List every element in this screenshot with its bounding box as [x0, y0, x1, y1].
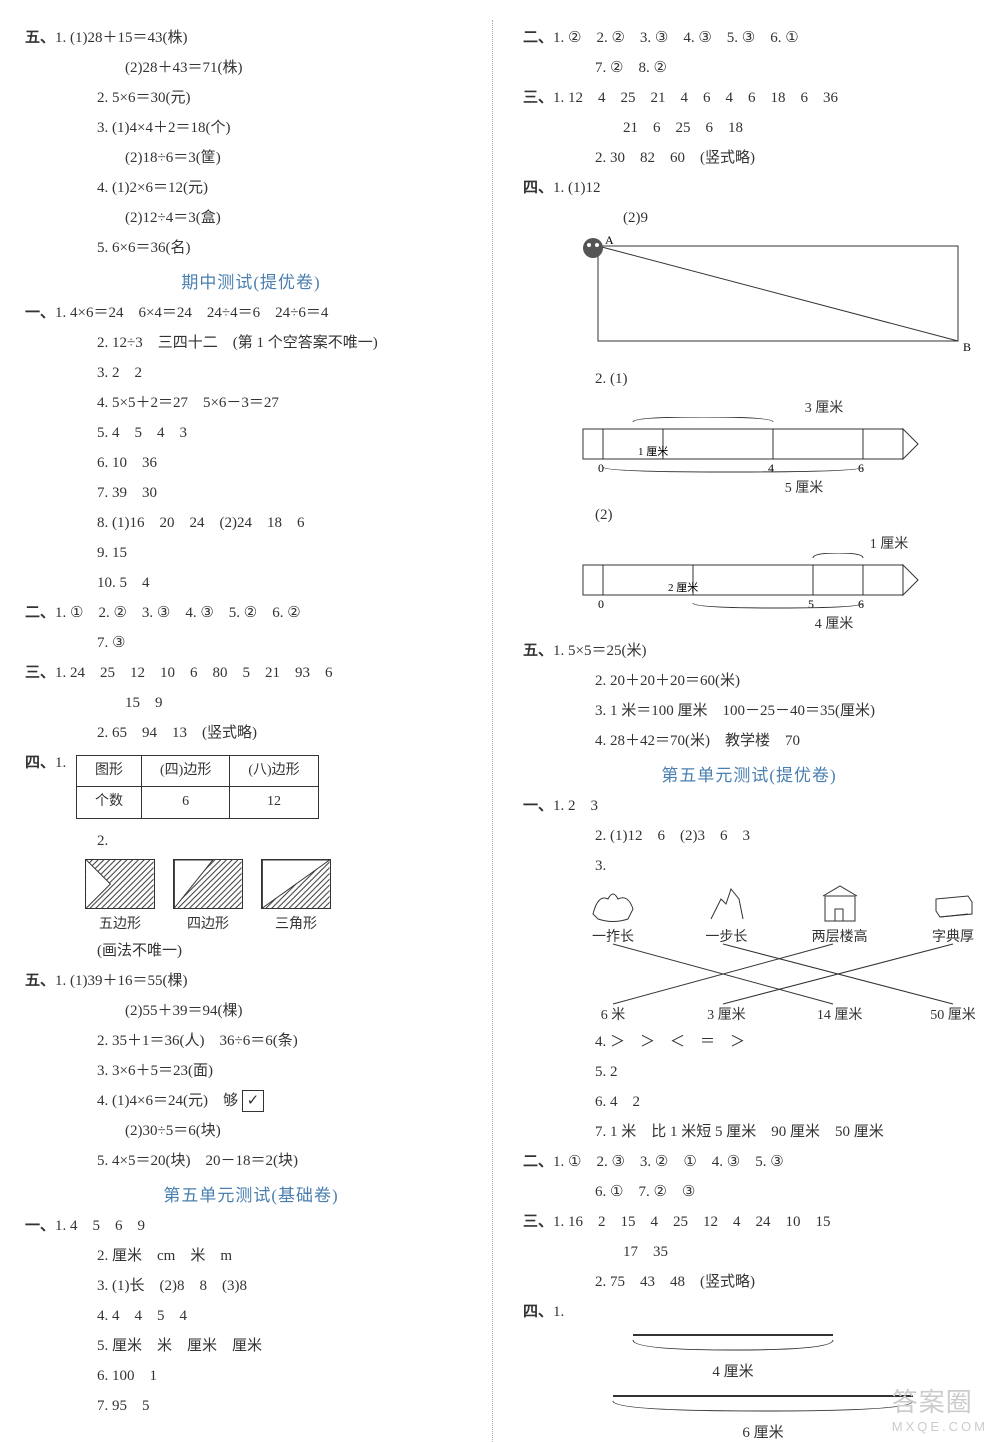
ruler-2: 1 厘米 0 2 厘米 5 6 4 厘米: [573, 533, 975, 633]
item: (2)18÷6＝3(筐): [25, 146, 477, 170]
item: 3.: [523, 854, 975, 878]
item: 7. ③: [25, 631, 477, 655]
item: 五、1. (1)28＋15＝43(株): [25, 26, 477, 50]
section-title: 第五单元测试(基础卷): [25, 1181, 477, 1206]
svg-text:1 厘米: 1 厘米: [638, 445, 668, 458]
section-title: 第五单元测试(提优卷): [523, 761, 975, 786]
item: 三、1. 24 25 12 10 6 80 5 21 93 6: [25, 661, 477, 685]
item: 3. 3×6＋5＝23(面): [25, 1059, 477, 1083]
ruler-1: 3 厘米 0 1 厘米 4 6 5 厘米: [573, 397, 975, 497]
item: 10. 5 4: [25, 571, 477, 595]
item: 2. 30 82 60 (竖式略): [523, 146, 975, 170]
item: 三、1. 12 4 25 21 4 6 4 6 18 6 36: [523, 86, 975, 110]
item: 7. ② 8. ②: [523, 56, 975, 80]
item: 9. 15: [25, 541, 477, 565]
section-title: 期中测试(提优卷): [25, 268, 477, 293]
item: 5. 4 5 4 3: [25, 421, 477, 445]
item: 6. ① 7. ② ③: [523, 1180, 975, 1204]
item: 7. 1 米 比 1 米短 5 厘米 90 厘米 50 厘米: [523, 1120, 975, 1144]
item: 四、1. 图形(四)边形(八)边形 个数612: [25, 751, 477, 823]
item: 2. 5×6＝30(元): [25, 86, 477, 110]
item: 3. (1)长 (2)8 8 (3)8: [25, 1274, 477, 1298]
brace-6cm: 6 厘米: [583, 1391, 943, 1442]
item: 二、1. ② 2. ② 3. ③ 4. ③ 5. ③ 6. ①: [523, 26, 975, 50]
item: 3. 2 2: [25, 361, 477, 385]
left-column: 五、1. (1)28＋15＝43(株) (2)28＋43＝71(株) 2. 5×…: [25, 20, 493, 1442]
item: 5. 厘米 米 厘米 厘米: [25, 1334, 477, 1358]
item: 四、1.: [523, 1300, 975, 1324]
item: 5. 4×5＝20(块) 20－18＝2(块): [25, 1149, 477, 1173]
match-lines: [573, 884, 993, 1024]
item: 2. (1)12 6 (2)3 6 3: [523, 824, 975, 848]
item: 2. (1): [523, 367, 975, 391]
item: 7. 95 5: [25, 1394, 477, 1418]
pentagon-icon: [85, 859, 155, 909]
item: (2)12÷4＝3(盒): [25, 206, 477, 230]
svg-text:A: A: [605, 236, 614, 247]
item: 4. 4 4 5 4: [25, 1304, 477, 1328]
svg-text:0: 0: [598, 597, 604, 611]
svg-text:6: 6: [858, 597, 864, 611]
item: (2)28＋43＝71(株): [25, 56, 477, 80]
triangle-icon: [261, 859, 331, 909]
item: 四、1. (1)12: [523, 176, 975, 200]
item: 三、1. 16 2 15 4 25 12 4 24 10 15: [523, 1210, 975, 1234]
item: 2. 12÷3 三四十二 (第 1 个空答案不唯一): [25, 331, 477, 355]
item: 2. 75 43 48 (竖式略): [523, 1270, 975, 1294]
item: 5. 2: [523, 1060, 975, 1084]
item: 4. ＞ ＞ ＜ ＝ ＞: [523, 1030, 975, 1054]
item: 2. 35＋1＝36(人) 36÷6＝6(条): [25, 1029, 477, 1053]
note: (画法不唯一): [25, 939, 477, 963]
brace-4cm: 4 厘米: [583, 1330, 883, 1381]
item: 2. 厘米 cm 米 m: [25, 1244, 477, 1268]
item: 五、1. 5×5＝25(米): [523, 639, 975, 663]
svg-text:2 厘米: 2 厘米: [668, 581, 698, 594]
svg-text:B: B: [963, 340, 971, 354]
shape-table: 图形(四)边形(八)边形 个数612: [76, 755, 319, 819]
svg-text:5: 5: [808, 597, 814, 611]
item: 21 6 25 6 18: [523, 116, 975, 140]
item: (2)30÷5＝6(块): [25, 1119, 477, 1143]
item: 4. (1)4×6＝24(元) 够✓: [25, 1089, 477, 1113]
item: 2. 20＋20＋20＝60(米): [523, 669, 975, 693]
item: 2. 65 94 13 (竖式略): [25, 721, 477, 745]
item: 二、1. ① 2. ② 3. ③ 4. ③ 5. ② 6. ②: [25, 601, 477, 625]
item: 4. 28＋42＝70(米) 教学楼 70: [523, 729, 975, 753]
item: 4. (1)2×6＝12(元): [25, 176, 477, 200]
item: 15 9: [25, 691, 477, 715]
svg-text:0: 0: [598, 461, 604, 475]
item: 一、1. 4×6＝24 6×4＝24 24÷4＝6 24÷6＝4: [25, 301, 477, 325]
item: (2): [523, 503, 975, 527]
item: 一、1. 4 5 6 9: [25, 1214, 477, 1238]
item: 5. 6×6＝36(名): [25, 236, 477, 260]
item: 8. (1)16 20 24 (2)24 18 6: [25, 511, 477, 535]
item: (2)9: [523, 206, 975, 230]
item: 3. 1 米＝100 厘米 100－25－40＝35(厘米): [523, 699, 975, 723]
item: 3. (1)4×4＋2＝18(个): [25, 116, 477, 140]
item: 6. 4 2: [523, 1090, 975, 1114]
item: 一、1. 2 3: [523, 794, 975, 818]
svg-text:4: 4: [768, 461, 774, 475]
item: 7. 39 30: [25, 481, 477, 505]
matching-diagram: 一拃长 一步长 两层楼高 字典厚 6 米 3 厘米 14 厘米 50 厘米: [573, 884, 993, 1024]
rectangle-diagram: A B: [573, 236, 975, 361]
check-icon: ✓: [242, 1090, 264, 1112]
item: 二、1. ① 2. ③ 3. ② ① 4. ③ 5. ③: [523, 1150, 975, 1174]
item: 2.: [25, 829, 477, 853]
hatch-shapes: 五边形 四边形 三角形: [85, 859, 477, 933]
watermark: 答案圈 MXQE.COM: [892, 1382, 988, 1434]
item: (2)55＋39＝94(棵): [25, 999, 477, 1023]
item: 五、1. (1)39＋16＝55(棵): [25, 969, 477, 993]
item: 6. 10 36: [25, 451, 477, 475]
item: 17 35: [523, 1240, 975, 1264]
item: 4. 5×5＋2＝27 5×6－3＝27: [25, 391, 477, 415]
quad-icon: [173, 859, 243, 909]
item: 6. 100 1: [25, 1364, 477, 1388]
right-column: 二、1. ② 2. ② 3. ③ 4. ③ 5. ③ 6. ① 7. ② 8. …: [523, 20, 975, 1442]
